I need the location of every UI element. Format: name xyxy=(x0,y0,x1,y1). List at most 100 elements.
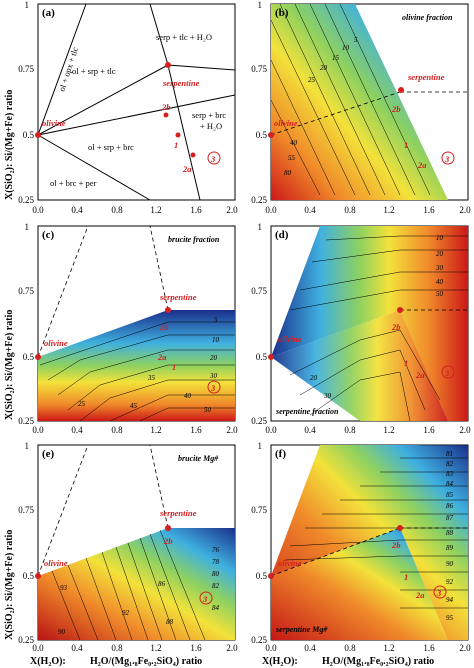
panel-d: (d) serpentine fraction 10 20 30 40 50 2… xyxy=(268,225,469,422)
contour-line xyxy=(159,529,206,641)
contour-line xyxy=(299,271,468,291)
contour-line xyxy=(67,364,235,411)
contour-line xyxy=(139,407,235,422)
olivine-field xyxy=(271,4,448,200)
point-1-label: 1 xyxy=(404,140,408,150)
phase-boundaries xyxy=(37,3,236,201)
x-tick-label: 2.0 xyxy=(226,425,238,435)
y-tick-label: 1 xyxy=(25,222,30,232)
point-2b-label: 2b xyxy=(391,104,401,114)
y-tick-label: 1 xyxy=(258,441,263,451)
point-2b-label: 2b xyxy=(391,322,401,332)
x-tick-label: 0.4 xyxy=(304,205,316,215)
contour-value: 35 xyxy=(147,374,156,382)
point-3 xyxy=(207,151,221,165)
contour-value: 10 xyxy=(342,44,350,52)
y-tick-label: 1 xyxy=(258,0,263,10)
point-2b-label: 2b xyxy=(161,102,171,112)
contour-line xyxy=(289,329,441,401)
contour-line xyxy=(85,557,117,641)
contour-value: 40 xyxy=(290,139,298,147)
point-2a xyxy=(190,152,196,158)
point-3 xyxy=(441,365,455,379)
contour-value: 55 xyxy=(288,154,296,162)
contour-line xyxy=(149,533,191,641)
y-tick-label: 0.75 xyxy=(18,505,34,515)
contour-value: 20 xyxy=(320,64,328,72)
serpentine-marker xyxy=(165,307,171,313)
serpentine-label: serpentine xyxy=(159,292,197,302)
point-3-label: 3 xyxy=(210,383,216,393)
x-tick-label: 0.0 xyxy=(265,425,277,435)
x-tick-label: 0.8 xyxy=(344,425,356,435)
olivine-marker xyxy=(35,132,41,138)
serpentine-marker xyxy=(165,62,171,68)
point-1 xyxy=(175,132,181,138)
contour-value: 78 xyxy=(212,558,220,566)
point-3 xyxy=(433,585,447,599)
olivine-label: olivine xyxy=(44,338,68,348)
y-axis-title: X(SiO₂): Si/(Mg+Fe) ratio xyxy=(4,310,15,420)
olivine-marker xyxy=(35,354,41,360)
contour-value: 10 xyxy=(212,336,220,344)
x-tick-label: 1.2 xyxy=(383,425,394,435)
x-tick-label: 2.0 xyxy=(459,425,471,435)
x-tick-label: 1.6 xyxy=(423,425,435,435)
y-tick-label: 0.25 xyxy=(18,416,34,426)
x-axis-title-prefix: X(H₂O): xyxy=(30,656,66,667)
contour-line xyxy=(101,551,133,641)
panel-title: brucite Mg# xyxy=(178,454,219,463)
contour-lines xyxy=(51,529,206,641)
x-tick-label: 1.2 xyxy=(150,425,161,435)
y-tick-label: 0.75 xyxy=(18,64,34,74)
point-3-label: 3 xyxy=(436,588,442,598)
point-2a-label: 2a xyxy=(415,590,425,600)
boundary-line xyxy=(149,3,169,66)
contour-value: 5 xyxy=(214,316,218,324)
x-tick-label: 0.8 xyxy=(111,425,123,435)
y-tick-label: 0.25 xyxy=(251,416,267,426)
contour-value: 81 xyxy=(446,450,453,458)
panel-title: serpentine Mg# xyxy=(275,625,328,634)
contour-line xyxy=(270,59,336,196)
olivine-label: olivine xyxy=(274,118,298,128)
x-tick-label: 1.6 xyxy=(190,425,202,435)
olivine-label: olivine xyxy=(278,334,302,344)
point-2a-label: 2a xyxy=(417,160,427,170)
x-tick-label: 1.6 xyxy=(190,643,202,653)
contour-value: 50 xyxy=(436,290,444,298)
x-axis-title: H₂O/(Mg₁.₈Fe₀.₂SiO₄) ratio xyxy=(90,656,202,667)
contour-line xyxy=(51,570,81,641)
contour-line xyxy=(47,334,235,381)
contour-value: 50 xyxy=(204,406,212,414)
boundary-line xyxy=(37,94,236,136)
dashed-boundary xyxy=(37,225,89,358)
contour-value: 88 xyxy=(446,529,454,537)
phase-field-label: ol + brc + per xyxy=(50,178,97,188)
x-tick-label: 1.6 xyxy=(423,643,435,653)
x-ticks: 0.0 0.4 0.8 1.2 1.6 2.0 0.0 0.4 0.8 1.2 … xyxy=(32,205,471,653)
boundary-line xyxy=(167,64,236,71)
phase-field-label: ol + srp + tlc xyxy=(72,66,116,76)
contour-line xyxy=(270,19,356,196)
contour-value: 10 xyxy=(436,234,444,242)
contour-value: 20 xyxy=(310,374,318,382)
contour-line xyxy=(324,3,416,196)
y-tick-label: 0.5 xyxy=(23,352,35,362)
serpentine-mg-field xyxy=(271,445,468,640)
point-1-label: 1 xyxy=(174,140,178,150)
point-1-label: 1 xyxy=(404,572,408,582)
olivine-label: olivine xyxy=(44,558,68,568)
point-2b-label: 2b xyxy=(391,540,401,550)
x-tick-label: 1.2 xyxy=(383,205,394,215)
contour-value: 86 xyxy=(446,502,454,510)
serpentine-marker xyxy=(398,87,404,93)
contour-value: 30 xyxy=(323,392,332,400)
contour-line xyxy=(57,349,235,396)
x-tick-label: 0.4 xyxy=(71,205,83,215)
x-tick-label: 0.0 xyxy=(32,205,44,215)
panel-title: serpentine fraction xyxy=(275,407,339,416)
serpentine-marker xyxy=(397,307,403,313)
x-tick-label: 0.0 xyxy=(32,425,44,435)
contour-line xyxy=(311,249,468,263)
